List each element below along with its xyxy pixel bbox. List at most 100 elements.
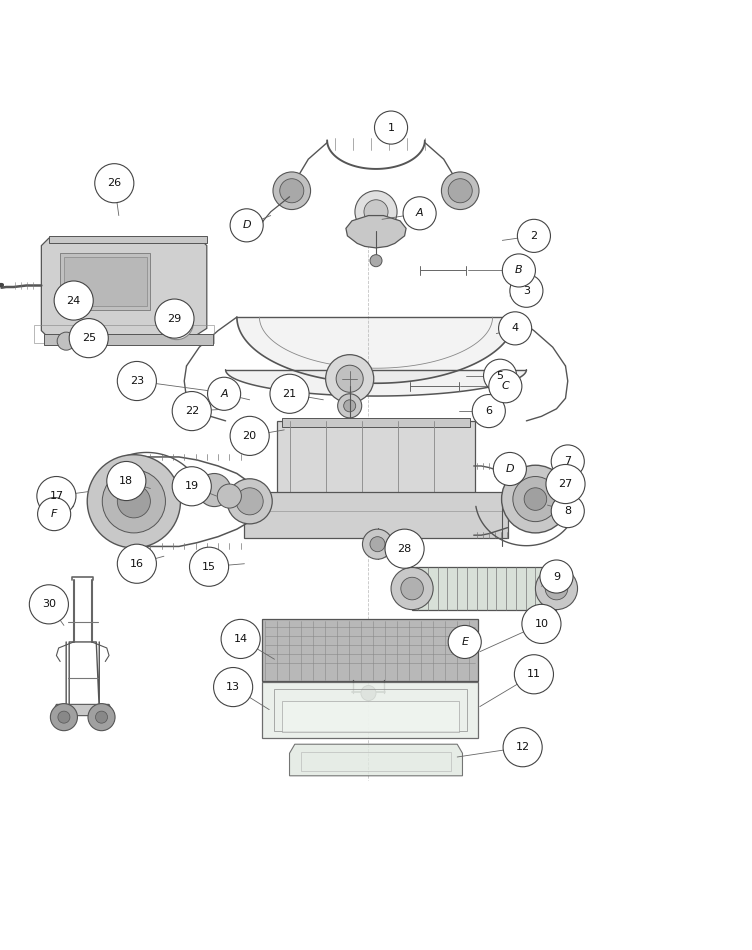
Circle shape bbox=[102, 469, 165, 533]
Circle shape bbox=[37, 477, 76, 516]
Circle shape bbox=[230, 209, 263, 242]
Text: A: A bbox=[416, 208, 423, 219]
Circle shape bbox=[499, 312, 532, 345]
Circle shape bbox=[69, 318, 108, 358]
Circle shape bbox=[517, 219, 550, 253]
Circle shape bbox=[355, 191, 397, 233]
Text: 9: 9 bbox=[553, 572, 560, 581]
Text: 17: 17 bbox=[50, 491, 63, 501]
Text: 2: 2 bbox=[530, 231, 538, 241]
Circle shape bbox=[221, 619, 260, 658]
Circle shape bbox=[502, 466, 569, 533]
Circle shape bbox=[370, 537, 385, 552]
Circle shape bbox=[361, 686, 376, 700]
Circle shape bbox=[95, 163, 134, 202]
Text: 23: 23 bbox=[130, 376, 144, 386]
Circle shape bbox=[503, 728, 542, 767]
Circle shape bbox=[96, 712, 108, 723]
Circle shape bbox=[117, 361, 156, 401]
Circle shape bbox=[160, 307, 193, 340]
Bar bbox=[274, 690, 467, 731]
Circle shape bbox=[172, 391, 211, 430]
Circle shape bbox=[208, 377, 241, 410]
Circle shape bbox=[403, 197, 436, 230]
Bar bbox=[262, 619, 478, 681]
Polygon shape bbox=[237, 317, 515, 383]
Text: 8: 8 bbox=[564, 506, 572, 516]
Bar bbox=[412, 567, 556, 610]
Circle shape bbox=[217, 484, 241, 508]
Circle shape bbox=[88, 704, 115, 731]
Circle shape bbox=[326, 354, 374, 403]
Text: 3: 3 bbox=[523, 286, 530, 295]
Circle shape bbox=[273, 172, 311, 210]
Bar bbox=[60, 253, 150, 310]
Circle shape bbox=[87, 455, 180, 548]
Text: A: A bbox=[220, 389, 228, 399]
Circle shape bbox=[57, 332, 75, 351]
Text: 10: 10 bbox=[535, 618, 548, 629]
Polygon shape bbox=[53, 704, 113, 715]
Text: 15: 15 bbox=[202, 561, 216, 572]
Bar bbox=[64, 256, 147, 306]
Text: 16: 16 bbox=[130, 559, 144, 569]
Polygon shape bbox=[346, 216, 406, 248]
Circle shape bbox=[364, 200, 388, 224]
Bar bbox=[44, 333, 213, 345]
Circle shape bbox=[391, 567, 433, 610]
Circle shape bbox=[489, 370, 522, 403]
Text: 26: 26 bbox=[108, 179, 121, 188]
Text: 4: 4 bbox=[511, 323, 519, 333]
Circle shape bbox=[172, 466, 211, 505]
Text: 13: 13 bbox=[226, 682, 240, 692]
Circle shape bbox=[551, 495, 584, 527]
Circle shape bbox=[401, 578, 423, 599]
Bar bbox=[301, 751, 451, 770]
Text: 1: 1 bbox=[387, 123, 395, 133]
Circle shape bbox=[227, 479, 272, 523]
Bar bbox=[277, 421, 475, 495]
Polygon shape bbox=[226, 370, 526, 396]
Circle shape bbox=[540, 560, 573, 593]
Text: 25: 25 bbox=[82, 333, 96, 343]
Text: 18: 18 bbox=[120, 476, 133, 486]
Circle shape bbox=[545, 578, 568, 599]
Circle shape bbox=[472, 394, 505, 428]
Text: D: D bbox=[505, 464, 514, 474]
Circle shape bbox=[385, 529, 424, 568]
Text: 30: 30 bbox=[42, 599, 56, 609]
Circle shape bbox=[270, 374, 309, 413]
Circle shape bbox=[190, 547, 229, 586]
Circle shape bbox=[280, 179, 304, 202]
Polygon shape bbox=[290, 744, 462, 776]
Circle shape bbox=[155, 299, 194, 338]
Circle shape bbox=[484, 359, 517, 392]
Text: 12: 12 bbox=[516, 742, 529, 752]
Text: F: F bbox=[51, 509, 57, 519]
Circle shape bbox=[441, 172, 479, 210]
Text: 11: 11 bbox=[527, 670, 541, 679]
Circle shape bbox=[374, 111, 408, 144]
Circle shape bbox=[551, 445, 584, 478]
Circle shape bbox=[514, 655, 553, 694]
Circle shape bbox=[117, 544, 156, 583]
Polygon shape bbox=[262, 682, 478, 738]
Circle shape bbox=[107, 462, 146, 501]
Circle shape bbox=[338, 394, 362, 418]
Circle shape bbox=[236, 487, 263, 515]
Text: 19: 19 bbox=[185, 482, 199, 491]
Text: 24: 24 bbox=[67, 295, 80, 306]
Circle shape bbox=[522, 604, 561, 643]
Circle shape bbox=[448, 625, 481, 658]
Text: 29: 29 bbox=[168, 314, 181, 324]
Circle shape bbox=[54, 281, 93, 320]
Circle shape bbox=[336, 365, 363, 392]
Circle shape bbox=[448, 179, 472, 202]
Circle shape bbox=[38, 498, 71, 531]
Bar bbox=[244, 491, 508, 538]
Circle shape bbox=[344, 400, 356, 412]
Bar bbox=[282, 418, 470, 427]
Circle shape bbox=[370, 255, 382, 267]
Polygon shape bbox=[41, 238, 207, 338]
Text: 5: 5 bbox=[496, 370, 504, 381]
